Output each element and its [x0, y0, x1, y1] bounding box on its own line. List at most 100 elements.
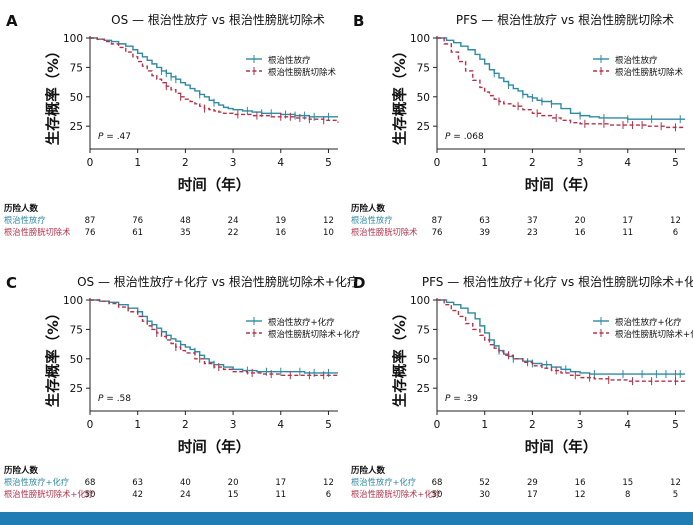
km-chart-d: D PFS — 根治性放疗+化疗 vs 根治性膀胱切除术+化疗1007550250…: [351, 274, 693, 500]
y-tick-label: 50: [70, 354, 83, 366]
risk-count: 12: [670, 216, 681, 226]
risk-count: 12: [670, 478, 681, 488]
risk-count: 68: [432, 478, 443, 488]
risk-table-header: 历险人数: [351, 465, 386, 476]
risk-count: 24: [228, 216, 239, 226]
p-value-label: P = .47: [98, 132, 131, 142]
y-tick-label: 100: [410, 295, 430, 307]
km-panel-c: C OS — 根治性放疗+化疗 vs 根治性膀胱切除术+化疗 100 75 50 25 0 1…: [0, 262, 361, 524]
x-tick-label: 3: [577, 157, 584, 169]
legend-label: 根治性膀胱切除术+化疗: [268, 329, 361, 340]
p-value-label: P = .58: [98, 394, 131, 404]
risk-count: 12: [323, 478, 334, 488]
x-tick-label: 1: [134, 419, 141, 431]
y-tick-label: 75: [70, 62, 83, 74]
risk-count: 76: [432, 228, 443, 238]
risk-count: 17: [527, 490, 538, 500]
x-tick-label: 1: [481, 157, 488, 169]
y-tick-label: 25: [417, 383, 430, 395]
risk-count: 61: [132, 228, 143, 238]
risk-count: 52: [479, 478, 490, 488]
risk-count: 39: [479, 228, 490, 238]
legend-label: 根治性放疗+化疗: [268, 317, 335, 328]
risk-count: 76: [85, 228, 96, 238]
risk-count: 40: [180, 478, 191, 488]
risk-count: 12: [575, 490, 586, 500]
x-tick-label: 5: [325, 419, 332, 431]
risk-table-header: 历险人数: [4, 203, 39, 214]
risk-count: 11: [275, 490, 286, 500]
risk-count: 15: [228, 490, 239, 500]
p-value-label: P = .39: [445, 394, 478, 404]
x-tick-label: 3: [577, 419, 584, 431]
x-tick-label: 2: [529, 419, 536, 431]
y-tick-label: 25: [417, 121, 430, 133]
risk-row-label: 根治性膀胱切除术: [351, 227, 417, 237]
x-tick-label: 5: [672, 419, 679, 431]
x-tick-label: 2: [182, 157, 189, 169]
risk-row-label: 根治性放疗+化疗: [4, 477, 69, 487]
risk-count: 50: [432, 490, 443, 500]
y-tick-label: 100: [63, 33, 83, 45]
chart-title: OS — 根治性放疗 vs 根治性膀胱切除术: [111, 12, 325, 27]
p-value-label: P = .068: [445, 132, 484, 142]
y-axis-label: 生存概率（%）: [391, 44, 409, 146]
y-tick-label: 50: [417, 92, 430, 104]
y-tick-label: 75: [417, 62, 430, 74]
risk-row-label: 根治性膀胱切除术+化疗: [4, 489, 94, 499]
panel-letter: D: [353, 274, 365, 292]
risk-count: 5: [673, 490, 678, 500]
risk-row-label: 根治性膀胱切除术+化疗: [351, 489, 441, 499]
x-tick-label: 2: [182, 419, 189, 431]
risk-count: 42: [132, 490, 143, 500]
x-axis-label: 时间（年）: [525, 438, 598, 456]
x-tick-label: 4: [277, 157, 284, 169]
risk-count: 11: [622, 228, 633, 238]
risk-count: 87: [85, 216, 96, 226]
x-tick-label: 5: [325, 157, 332, 169]
legend-label: 根治性膀胱切除术+化疗: [615, 329, 693, 340]
risk-row-label: 根治性放疗: [4, 215, 46, 225]
legend-label: 根治性放疗+化疗: [615, 317, 682, 328]
risk-count: 19: [275, 216, 286, 226]
y-axis-label: 生存概率（%）: [391, 306, 409, 408]
km-curve-red: [90, 37, 339, 123]
chart-title: OS — 根治性放疗+化疗 vs 根治性膀胱切除术+化疗: [77, 274, 359, 289]
risk-count: 29: [527, 478, 538, 488]
risk-count: 30: [479, 490, 490, 500]
risk-count: 35: [180, 228, 191, 238]
km-panel-d: D PFS — 根治性放疗+化疗 vs 根治性膀胱切除术+化疗 100 75 50 25 0…: [347, 262, 693, 524]
x-tick-label: 4: [624, 157, 631, 169]
y-axis-label: 生存概率（%）: [44, 306, 62, 408]
km-curve-red: [437, 299, 685, 382]
risk-count: 48: [180, 216, 191, 226]
risk-count: 17: [622, 216, 633, 226]
x-tick-label: 3: [230, 419, 237, 431]
risk-count: 16: [575, 478, 586, 488]
risk-count: 20: [575, 216, 586, 226]
risk-count: 6: [673, 228, 678, 238]
y-tick-label: 100: [410, 33, 430, 45]
risk-count: 17: [275, 478, 286, 488]
legend-label: 根治性放疗: [268, 55, 311, 66]
risk-count: 76: [132, 216, 143, 226]
risk-count: 50: [85, 490, 96, 500]
risk-count: 68: [85, 478, 96, 488]
x-tick-label: 5: [672, 157, 679, 169]
risk-count: 16: [275, 228, 286, 238]
y-axis-label: 生存概率（%）: [44, 44, 62, 146]
panel-letter: A: [6, 12, 18, 30]
risk-table-header: 历险人数: [4, 465, 39, 476]
y-tick-label: 100: [63, 295, 83, 307]
x-axis-label: 时间（年）: [178, 176, 251, 194]
x-tick-label: 0: [87, 157, 94, 169]
risk-table-header: 历险人数: [351, 203, 386, 214]
risk-count: 87: [432, 216, 443, 226]
km-curve-teal: [437, 37, 685, 120]
y-tick-label: 25: [70, 121, 83, 133]
risk-row-label: 根治性放疗+化疗: [351, 477, 416, 487]
x-tick-label: 4: [277, 419, 284, 431]
risk-count: 16: [575, 228, 586, 238]
